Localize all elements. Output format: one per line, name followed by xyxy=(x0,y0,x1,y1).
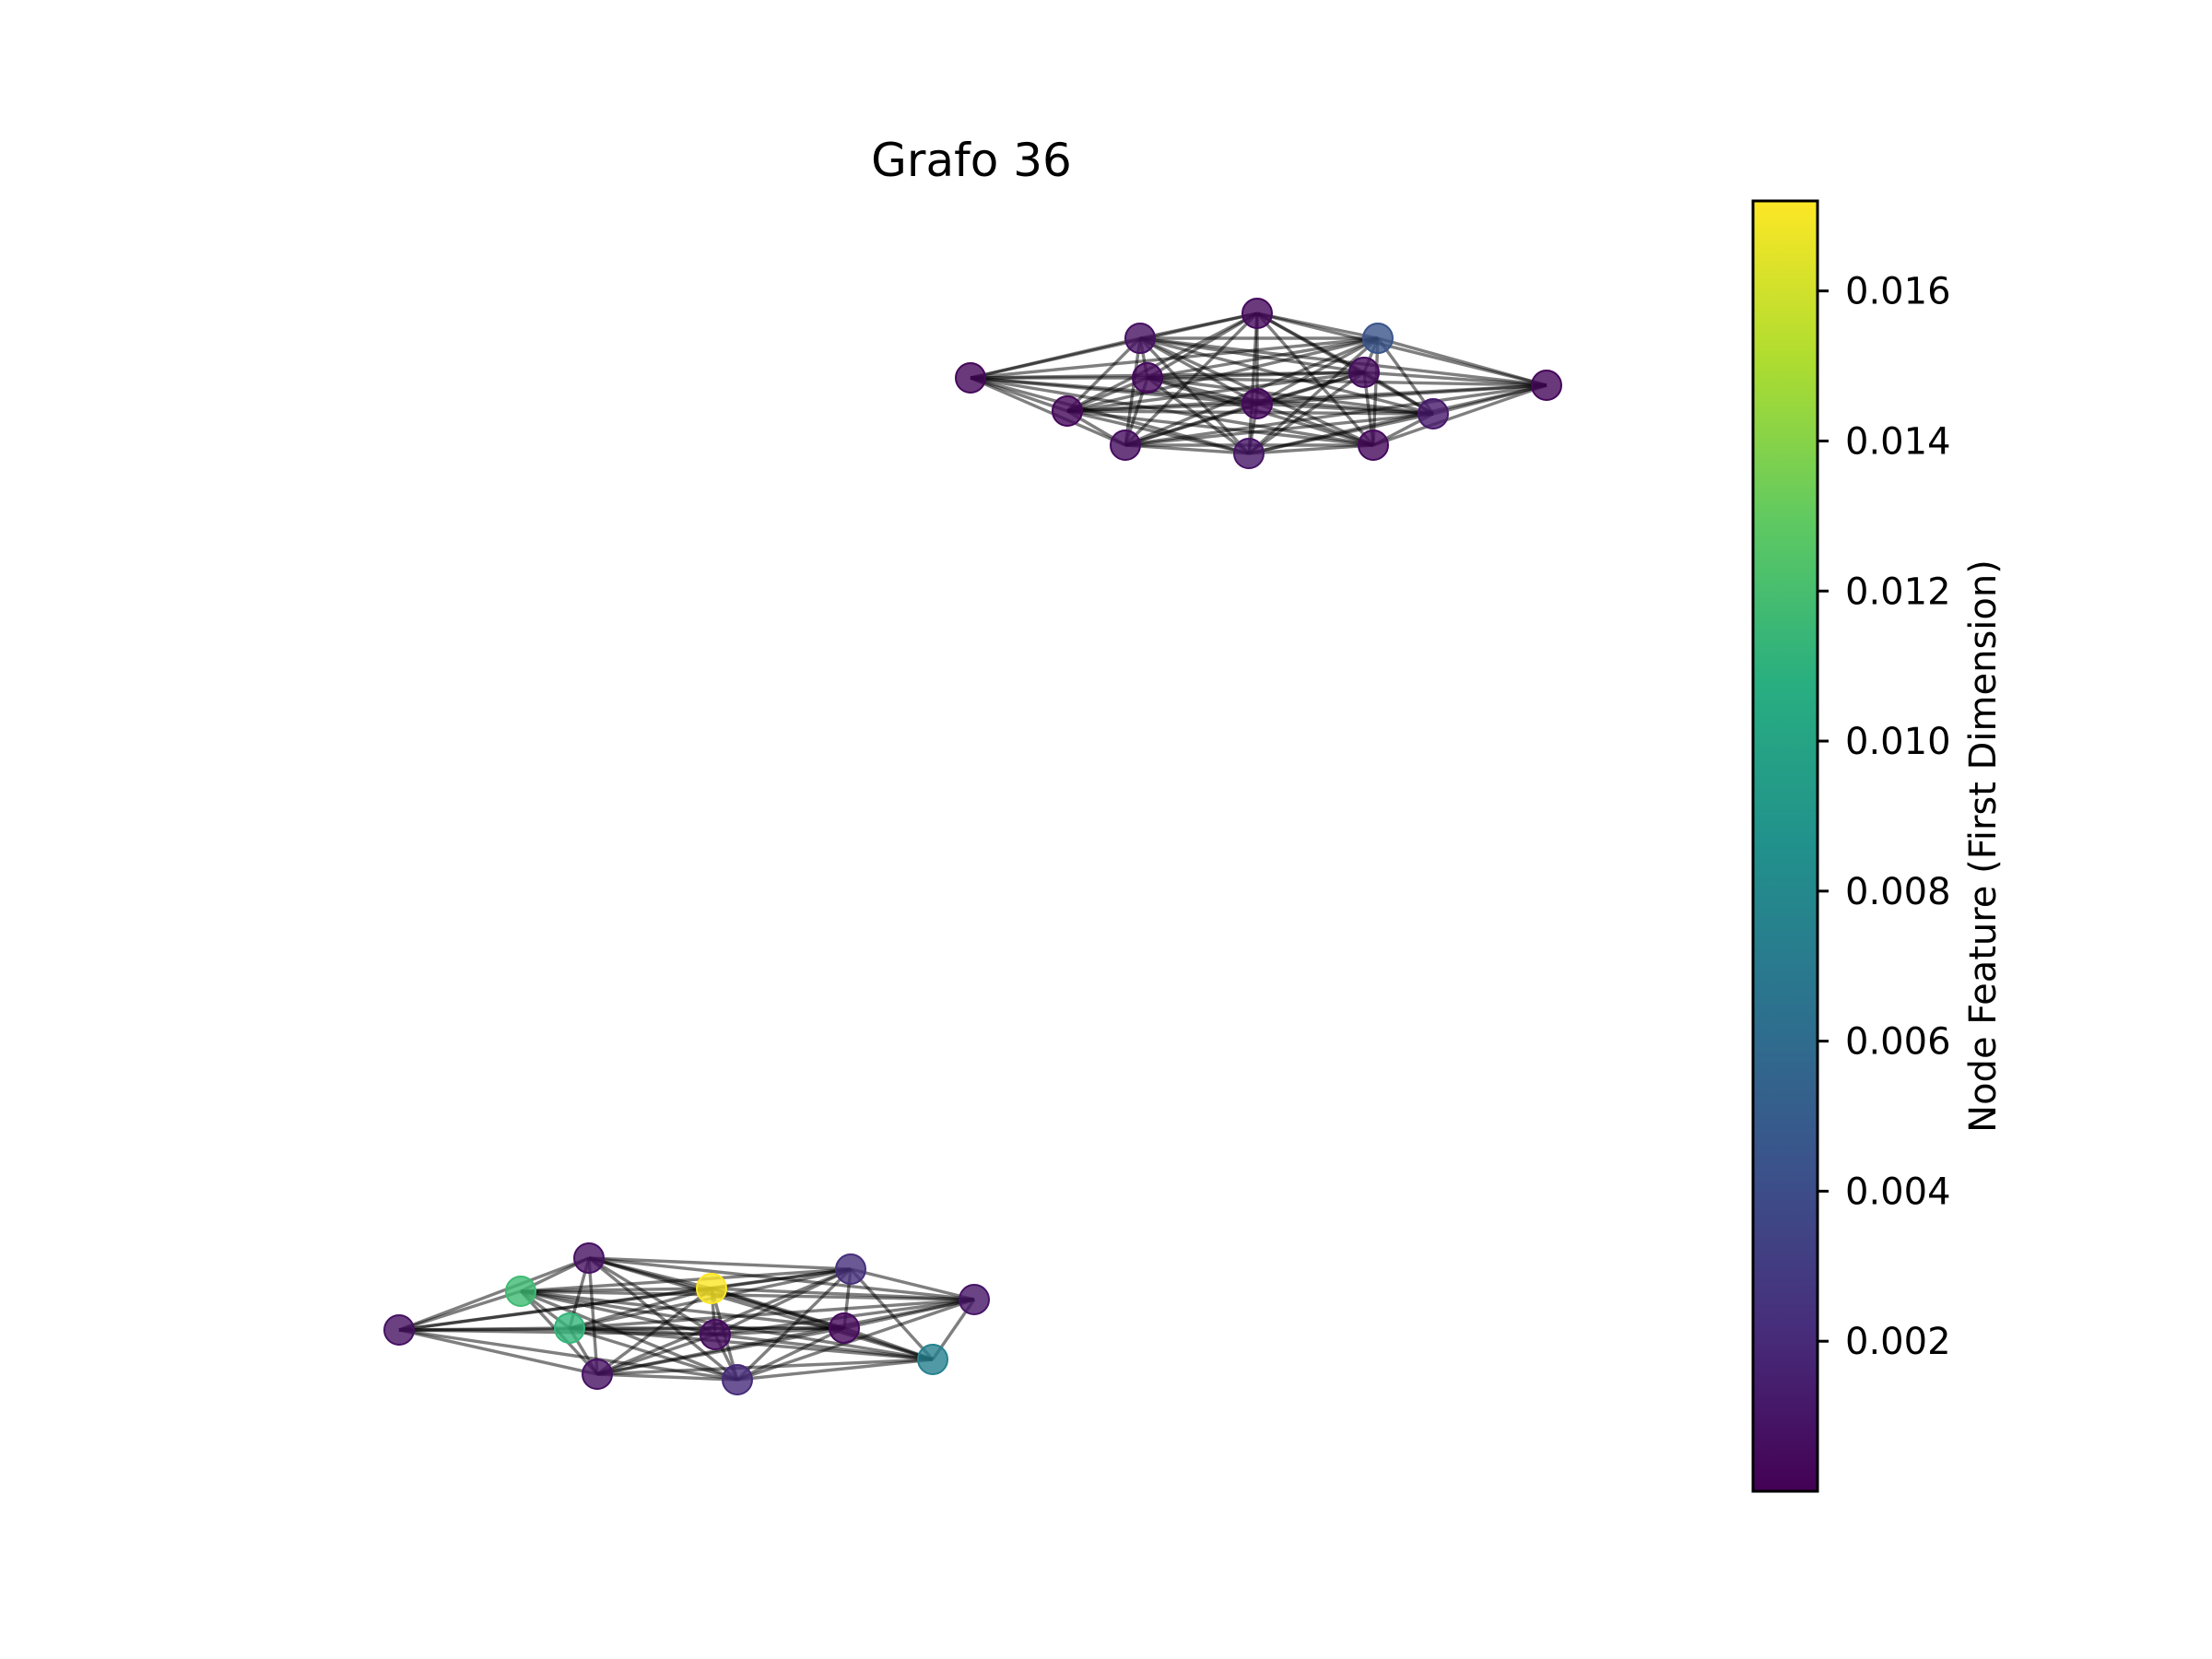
graph-title: Grafo 36 xyxy=(871,134,1072,187)
graph-edge xyxy=(587,1257,599,1375)
graph-edge xyxy=(398,1328,598,1376)
graph-node xyxy=(505,1276,536,1307)
graph-edge xyxy=(569,1287,712,1330)
colorbar-tick-label: 0.004 xyxy=(1845,1171,1951,1213)
graph-edge xyxy=(970,376,1126,447)
graph-node xyxy=(1531,370,1562,401)
graph-node xyxy=(1124,323,1156,354)
graph-edge xyxy=(520,1289,975,1301)
colorbar-gradient xyxy=(1751,199,1819,1493)
graph-edge xyxy=(1124,412,1434,447)
colorbar: 0.002 0.004 0.006 0.008 0.010 0.012 0.014 0.016… xyxy=(1751,199,2005,1493)
graph-edge xyxy=(1146,376,1251,455)
graph-node xyxy=(959,1284,990,1315)
graph-node xyxy=(554,1312,585,1344)
graph-node xyxy=(573,1242,605,1274)
colorbar-tick-label: 0.006 xyxy=(1845,1021,1951,1064)
graph-node xyxy=(696,1273,727,1304)
graph-edge xyxy=(711,1267,852,1290)
graph-edge xyxy=(1248,443,1374,455)
graph-edge xyxy=(596,1358,934,1376)
graph-edge xyxy=(1066,409,1374,447)
graph-node xyxy=(1241,388,1273,419)
graph-edge xyxy=(1147,376,1547,387)
colorbar-ticks: 0.002 0.004 0.006 0.008 0.010 0.012 0.014 0.016 xyxy=(1818,271,1951,1363)
graph-edge xyxy=(850,1267,975,1301)
graph-edge xyxy=(736,1326,845,1382)
graph-node xyxy=(1241,298,1273,329)
graph-edge xyxy=(569,1298,975,1330)
graph-edge xyxy=(714,1333,934,1361)
graph-edge xyxy=(520,1289,738,1382)
graph-node xyxy=(917,1344,948,1375)
graph-node xyxy=(1418,398,1449,429)
colorbar-tick-label: 0.012 xyxy=(1845,571,1951,613)
graph-node xyxy=(1233,438,1265,469)
colorbar-tick-label: 0.002 xyxy=(1845,1321,1951,1363)
nodes-layer xyxy=(383,298,1562,1395)
graph-edge xyxy=(1371,337,1380,446)
graph-node xyxy=(835,1253,866,1285)
graph-edge xyxy=(714,1326,845,1336)
graph-edge xyxy=(588,1256,852,1271)
graph-node xyxy=(722,1364,753,1395)
graph-edge xyxy=(1147,371,1365,380)
graph-edge xyxy=(1372,383,1547,447)
graph-node xyxy=(1052,395,1083,427)
graph-edge xyxy=(1363,371,1547,387)
graph-edge xyxy=(1124,402,1258,447)
graph-edge xyxy=(1139,312,1258,340)
colorbar-tick-label: 0.016 xyxy=(1845,271,1951,313)
graph-edge xyxy=(1065,336,1142,413)
graph-edge xyxy=(596,1372,738,1382)
graph-edge xyxy=(398,1289,522,1332)
edges-layer xyxy=(398,312,1547,1382)
graph-node xyxy=(383,1314,415,1346)
graph-edge xyxy=(588,1256,716,1336)
graph-edge xyxy=(711,1287,975,1301)
graph-edge xyxy=(596,1333,716,1376)
graph-node xyxy=(1348,357,1380,388)
graph-edge xyxy=(1256,402,1434,416)
colorbar-tick-label: 0.010 xyxy=(1845,721,1951,763)
graph-edge xyxy=(1066,312,1258,413)
graph-edge xyxy=(1248,412,1434,455)
graph-node xyxy=(582,1359,613,1390)
graph-edge xyxy=(569,1326,934,1361)
graph-edge xyxy=(520,1267,852,1293)
graph-node xyxy=(1362,323,1394,354)
graph-edge xyxy=(596,1326,845,1376)
colorbar-tick-label: 0.008 xyxy=(1845,871,1951,913)
colorbar-tick-label: 0.014 xyxy=(1845,420,1951,463)
graph-edge xyxy=(1124,337,1142,446)
graph-edge xyxy=(1147,336,1379,380)
graph-node xyxy=(829,1312,860,1344)
graph-edge xyxy=(736,1358,934,1382)
graph-edge xyxy=(1377,336,1547,387)
colorbar-label: Node Feature (First Dimension) xyxy=(1962,559,2005,1133)
graph-edge xyxy=(398,1256,590,1332)
graph-node xyxy=(955,362,986,394)
graph-node xyxy=(700,1319,731,1350)
graph-node xyxy=(1132,362,1163,394)
graph-edge xyxy=(398,1287,712,1332)
graph-edge xyxy=(587,1256,739,1382)
graph-node xyxy=(1358,429,1389,461)
graph-edge xyxy=(1066,371,1365,413)
graph-edge xyxy=(1124,383,1547,447)
graph-node xyxy=(1110,429,1141,461)
